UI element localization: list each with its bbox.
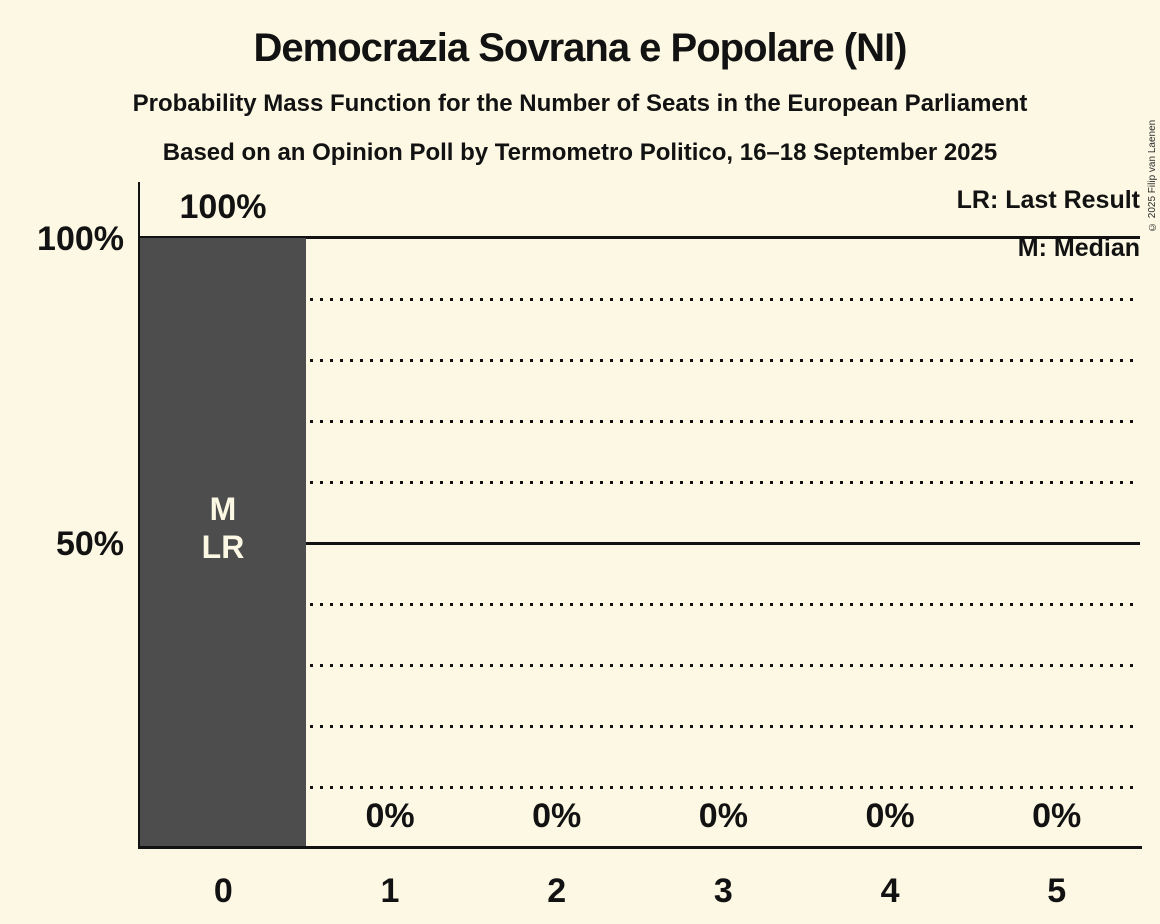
median-marker: M xyxy=(209,491,237,527)
bar-seats-0-markers: M LR xyxy=(140,490,306,566)
chart-title: Democrazia Sovrana e Popolare (NI) xyxy=(253,26,908,70)
gridline-50pct xyxy=(140,542,1140,545)
value-label-slot-0-empty xyxy=(140,797,307,836)
bar-seats-1-value-label: 0% xyxy=(365,797,415,835)
gridline-90pct xyxy=(140,298,1140,301)
bar-seats-5-value-label: 0% xyxy=(1032,797,1082,835)
y-tick-label-100: 100% xyxy=(37,220,124,258)
x-tick-label-1: 1 xyxy=(380,872,400,910)
copyright-notice: © 2025 Filip van Laenen xyxy=(1147,119,1158,232)
gridline-60pct xyxy=(140,481,1140,484)
bar-seats-0-value-label: 100% xyxy=(179,188,267,226)
x-tick-label-0: 0 xyxy=(213,872,233,910)
x-tick-label-2: 2 xyxy=(547,872,567,910)
x-axis-line xyxy=(138,846,1142,849)
gridline-10pct xyxy=(140,786,1140,789)
bar-seats-0 xyxy=(140,238,306,847)
gridline-100pct xyxy=(140,236,1140,239)
bar-seats-4-value-label: 0% xyxy=(865,797,915,835)
gridline-80pct xyxy=(140,359,1140,362)
x-tick-label-row: 0 1 2 3 4 5 xyxy=(140,872,1140,911)
x-tick-label-3: 3 xyxy=(713,872,733,910)
last-result-marker: LR xyxy=(201,529,245,565)
x-tick-label-4: 4 xyxy=(880,872,900,910)
legend-median: M: Median xyxy=(1017,234,1140,262)
gridline-70pct xyxy=(140,420,1140,423)
chart-subtitle: Probability Mass Function for the Number… xyxy=(132,90,1028,117)
y-axis-line xyxy=(138,182,140,848)
zero-value-label-row: 0% 0% 0% 0% 0% xyxy=(140,797,1140,836)
gridline-20pct xyxy=(140,725,1140,728)
bar-seats-2-value-label: 0% xyxy=(532,797,582,835)
y-tick-label-50: 50% xyxy=(55,525,124,563)
gridline-30pct xyxy=(140,664,1140,667)
bar-seats-3-value-label: 0% xyxy=(698,797,748,835)
x-tick-label-5: 5 xyxy=(1047,872,1067,910)
chart-source-line: Based on an Opinion Poll by Termometro P… xyxy=(162,139,998,166)
gridline-40pct xyxy=(140,603,1140,606)
legend-last-result: LR: Last Result xyxy=(956,186,1140,214)
